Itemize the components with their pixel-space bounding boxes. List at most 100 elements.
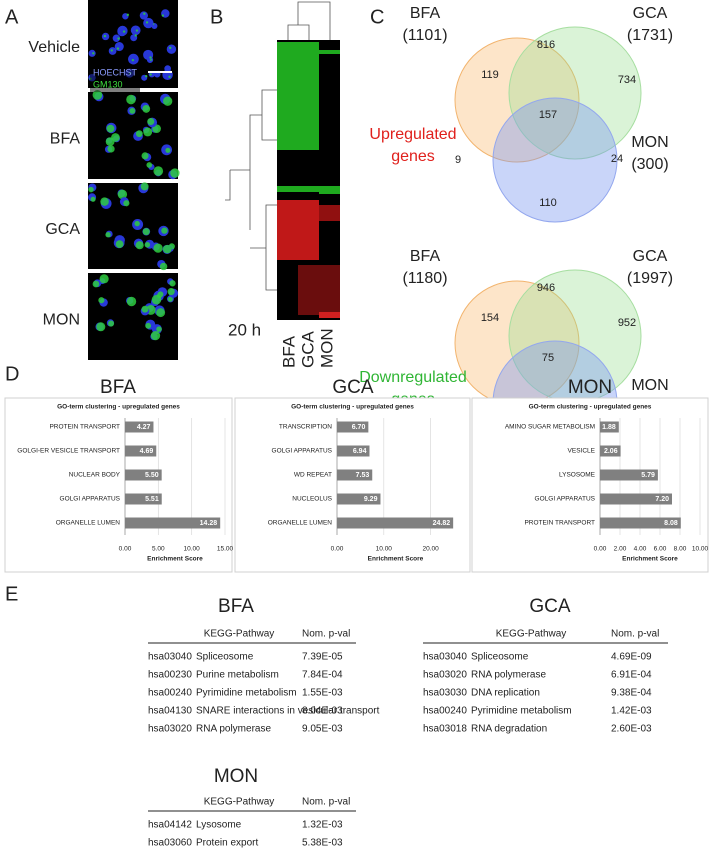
golgi <box>145 75 148 78</box>
table-cell: Protein export <box>196 838 258 849</box>
table-cell: 9.38E-04 <box>611 688 652 699</box>
value-label: 24.82 <box>433 520 451 527</box>
bar <box>125 493 162 505</box>
stain-label: HOECHST <box>93 67 138 77</box>
bar <box>600 445 621 457</box>
table-cell: 2.60E-03 <box>611 724 652 735</box>
x-axis-label: Enrichment Score <box>622 556 678 563</box>
golgi <box>144 242 151 248</box>
table-cell: hsa03060 <box>148 838 192 849</box>
category-label: AMINO SUGAR METABOLISM <box>505 424 595 431</box>
golgi <box>142 228 150 236</box>
bar <box>600 493 672 505</box>
chart-box <box>471 397 709 573</box>
x-tick-label: 20.00 <box>422 546 439 553</box>
golgi <box>135 241 144 250</box>
x-tick-label: 15.00 <box>217 546 234 553</box>
region-count: 9 <box>455 154 461 166</box>
region-count: 119 <box>481 69 499 81</box>
x-tick-label: 0.00 <box>331 546 344 553</box>
panel-label: C <box>370 6 384 28</box>
region-count: 946 <box>537 282 555 294</box>
golgi <box>92 280 100 288</box>
heatmap-block <box>319 186 340 194</box>
golgi <box>165 147 171 153</box>
golgi <box>163 96 173 106</box>
value-label: 9.29 <box>364 496 378 503</box>
heatmap <box>277 40 340 320</box>
golgi <box>142 105 151 113</box>
x-tick-label: 0.00 <box>119 546 132 553</box>
table-cell: Pyrimidine metabolism <box>471 706 572 717</box>
golgi <box>116 47 120 50</box>
golgi <box>147 117 155 126</box>
table-cell: Spliceosome <box>471 652 529 663</box>
table-header: Nom. p-val <box>611 629 659 640</box>
table-cell: 9.05E-03 <box>302 724 343 735</box>
table-cell: 6.91E-04 <box>611 670 652 681</box>
bar <box>125 421 154 433</box>
golgi <box>106 124 115 133</box>
golgi <box>145 322 152 329</box>
chart-title: BFA <box>100 377 136 398</box>
chart-title: GCA <box>332 377 374 398</box>
panel-label: B <box>210 6 223 28</box>
value-label: 4.27 <box>137 424 151 431</box>
bar <box>600 421 619 433</box>
golgi <box>167 288 175 296</box>
golgi <box>105 232 111 238</box>
golgi <box>131 58 135 62</box>
value-label: 4.69 <box>140 448 154 455</box>
category-label: PROTEIN TRANSPORT <box>524 520 595 527</box>
set-name: MON <box>631 377 668 394</box>
set-count: (1101) <box>402 27 447 44</box>
category-label: NUCLEAR BODY <box>69 472 121 479</box>
table-cell: 7.39E-05 <box>302 652 343 663</box>
golgi <box>156 326 162 332</box>
bar <box>337 493 381 505</box>
golgi <box>143 127 153 137</box>
set-name: BFA <box>410 248 441 265</box>
nucleus <box>144 51 153 60</box>
x-axis-label: Enrichment Score <box>368 556 424 563</box>
category-label: WD REPEAT <box>294 472 332 479</box>
table-cell: 5.38E-03 <box>302 838 343 849</box>
golgi <box>149 56 152 59</box>
golgi <box>162 244 172 254</box>
golgi <box>161 14 165 17</box>
set-name: BFA <box>410 5 441 22</box>
col-tree <box>287 1 331 40</box>
golgi <box>135 29 139 32</box>
nucleus <box>139 11 148 20</box>
table-cell: 1.32E-03 <box>302 820 343 831</box>
category-label: GOLGI APPARATUS <box>272 448 333 455</box>
golgi <box>134 220 140 227</box>
golgi <box>149 73 152 76</box>
venn-set <box>492 97 618 223</box>
x-tick-label: 2.00 <box>614 546 627 553</box>
golgi <box>122 30 126 33</box>
value-label: 5.50 <box>145 472 159 479</box>
category-label: GOLGI-ER VESICLE TRANSPORT <box>17 448 120 455</box>
dendrogram <box>225 1 331 291</box>
table-title: MON <box>214 766 258 787</box>
venn-label: genes <box>391 148 435 165</box>
table-cell: hsa03020 <box>148 724 192 735</box>
region-count: 816 <box>537 39 555 51</box>
venn-set <box>508 26 642 160</box>
table-cell: hsa00240 <box>148 688 192 699</box>
table-cell: 1.42E-03 <box>611 706 652 717</box>
table-cell: Pyrimidine metabolism <box>196 688 297 699</box>
region-count: 75 <box>542 352 554 364</box>
value-label: 7.20 <box>655 496 669 503</box>
golgi <box>168 75 171 79</box>
golgi <box>170 168 180 178</box>
value-label: 5.79 <box>641 472 655 479</box>
bar <box>125 469 162 481</box>
category-label: PROTEIN TRANSPORT <box>49 424 120 431</box>
table-cell: hsa04130 <box>148 706 192 717</box>
table-cell: RNA polymerase <box>471 670 546 681</box>
x-tick-label: 10.00 <box>184 546 201 553</box>
table-cell: 8.04E-03 <box>302 706 343 717</box>
